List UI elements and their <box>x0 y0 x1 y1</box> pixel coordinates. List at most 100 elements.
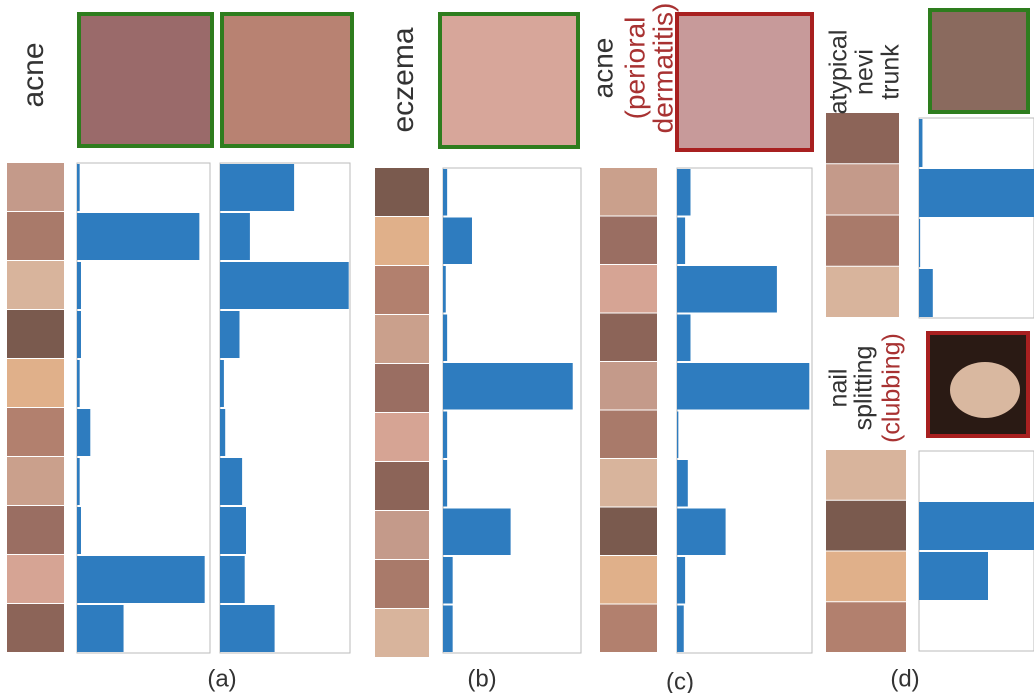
query-image-detail <box>950 362 1020 418</box>
panel-label: (clubbing) <box>878 333 906 443</box>
thumbnail <box>600 314 657 362</box>
thumbnail <box>7 506 64 554</box>
bar <box>443 509 511 556</box>
bar <box>443 606 453 653</box>
panel-caption: (a) <box>207 665 236 692</box>
thumbnail <box>826 501 906 551</box>
bar <box>77 605 124 652</box>
thumbnail <box>600 362 657 410</box>
thumbnail <box>7 261 64 309</box>
panel-label: atypical <box>825 30 853 115</box>
bar <box>77 360 80 407</box>
bar <box>443 460 447 507</box>
thumbnail <box>600 459 657 507</box>
panel-caption: (c) <box>666 668 694 693</box>
bar <box>220 507 246 554</box>
thumbnail <box>7 457 64 505</box>
thumbnail <box>826 552 906 602</box>
chart-frame <box>919 451 1034 651</box>
thumbnail <box>7 408 64 456</box>
panel-label: acne <box>17 42 50 107</box>
thumbnail <box>600 508 657 556</box>
query-image <box>222 14 352 146</box>
thumbnail <box>375 266 429 314</box>
bar <box>220 213 250 260</box>
bar <box>77 164 80 211</box>
thumbnail <box>7 310 64 358</box>
chart-frame <box>677 168 812 653</box>
bar <box>677 509 726 556</box>
bar <box>77 213 199 260</box>
thumbnail <box>826 602 906 652</box>
thumbnail <box>375 560 429 608</box>
bar <box>77 556 205 603</box>
thumbnail <box>7 555 64 603</box>
panel-label: splitting <box>850 346 878 431</box>
bar <box>77 311 81 358</box>
bar <box>443 218 472 265</box>
thumbnail <box>7 212 64 260</box>
thumbnail <box>826 450 906 500</box>
thumbnail <box>375 413 429 461</box>
bar <box>443 266 446 313</box>
panel-caption: (d) <box>890 665 919 692</box>
chart-frame <box>919 118 1034 318</box>
panel-label: (perioral <box>619 17 650 120</box>
bar <box>677 363 809 410</box>
bar <box>919 219 920 267</box>
thumbnail <box>375 364 429 412</box>
figure: acne(a)eczema(b)acne(perioraldermatitis)… <box>0 0 1034 693</box>
bar <box>919 169 1034 217</box>
bar <box>77 262 81 309</box>
bar <box>677 266 777 313</box>
thumbnail <box>600 605 657 653</box>
bar <box>220 556 245 603</box>
query-image <box>677 14 812 150</box>
panel-label: nail <box>825 369 853 408</box>
thumbnail <box>600 265 657 313</box>
panel-label: trunk <box>877 44 905 100</box>
thumbnail <box>600 168 657 216</box>
bar <box>220 311 240 358</box>
thumbnail <box>826 267 899 317</box>
thumbnail <box>600 411 657 459</box>
bar <box>77 507 81 554</box>
panel-label: dermatitis) <box>647 3 678 134</box>
bar <box>77 458 80 505</box>
thumbnail <box>375 217 429 265</box>
bar <box>443 315 447 362</box>
bar <box>220 360 224 407</box>
bar <box>220 458 242 505</box>
thumbnail <box>826 113 899 163</box>
thumbnail <box>375 168 429 216</box>
bar <box>677 606 684 653</box>
bar <box>677 315 691 362</box>
bar <box>220 605 275 652</box>
panel-label: acne <box>587 38 618 99</box>
bar <box>220 164 294 211</box>
bar <box>919 552 988 600</box>
bar <box>677 460 688 507</box>
thumbnail <box>7 359 64 407</box>
thumbnail <box>375 609 429 657</box>
thumbnail <box>375 511 429 559</box>
query-image <box>440 14 578 147</box>
thumbnail <box>375 462 429 510</box>
bar <box>220 262 349 309</box>
query-image <box>79 14 212 146</box>
thumbnail <box>375 315 429 363</box>
bar <box>443 363 573 410</box>
bar <box>919 502 1034 550</box>
bar <box>443 557 453 604</box>
bar <box>919 269 933 317</box>
bar <box>677 169 691 216</box>
thumbnail <box>826 216 899 266</box>
query-image <box>930 10 1028 112</box>
panel-caption: (b) <box>467 665 496 692</box>
bar <box>919 119 922 167</box>
thumbnail <box>600 556 657 604</box>
bar <box>677 412 678 459</box>
bar <box>220 409 225 456</box>
bar <box>677 557 685 604</box>
bar <box>443 169 447 216</box>
